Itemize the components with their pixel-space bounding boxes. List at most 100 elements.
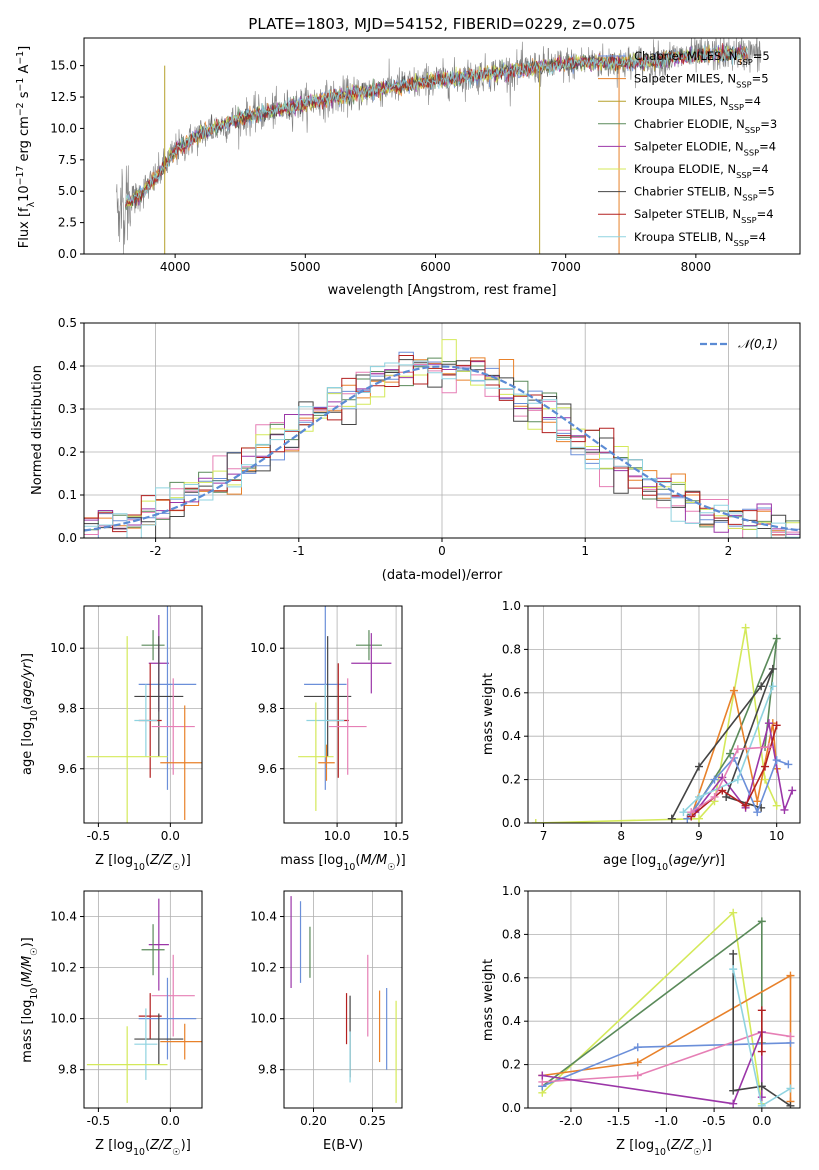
legend-entry: Chabrier MILES, NSSP=5: [634, 49, 770, 67]
label-part: =5: [753, 49, 770, 63]
axes-frame: [527, 605, 801, 824]
weight-series: [694, 722, 793, 813]
weight-marker: [757, 682, 766, 691]
label-part: Z [log: [95, 853, 133, 868]
weight-marker: [679, 808, 688, 817]
legend-entry: Chabrier STELIB, NSSP=5: [634, 185, 775, 203]
weight-marker: [729, 686, 738, 695]
y-tick-label: 0.8: [502, 927, 521, 941]
label-part: Salpeter MILES, N: [634, 72, 736, 86]
data-spectrum: [116, 38, 762, 254]
label-part: SSP: [737, 57, 752, 67]
weight-marker: [753, 797, 762, 806]
y-tick-label: 10.2: [250, 961, 277, 975]
label-part: −1: [15, 78, 26, 92]
y-axis-label: age [log10(age/yr)]: [20, 653, 40, 775]
weight-marker: [764, 719, 773, 728]
x-axis-label: age [log10(age/yr)]: [603, 853, 725, 873]
weight-marker: [633, 1043, 642, 1052]
legend-entry: Salpeter STELIB, NSSP=4: [634, 207, 774, 225]
y-tick-label: 0.6: [502, 971, 521, 985]
weight-series: [686, 756, 789, 820]
legend-entry: Kroupa MILES, NSSP=4: [634, 94, 761, 112]
label-part: ☉: [172, 1147, 180, 1158]
weight-marker: [633, 1071, 642, 1080]
y-tick-label: 0.0: [58, 531, 77, 545]
y-tick-label: 1.0: [502, 599, 521, 613]
histogram-series: [84, 339, 800, 538]
label-part: A: [17, 65, 32, 78]
y-axis-label: Flux [fλ10−17 erg cm−2 s−1 A−1]: [15, 46, 37, 248]
y-tick-label: 0.4: [502, 1014, 521, 1028]
y-tick-label: 0.3: [58, 402, 77, 416]
y-tick-label: 0.4: [58, 359, 77, 373]
weight-marker: [722, 792, 731, 801]
panel-mass-vs-ebv: 0.20 0.25 9.8 10.0 10.2 10.4 E(B-V): [250, 890, 403, 1153]
plot-area: [84, 339, 800, 538]
x-tick-label: 0.20: [300, 1114, 327, 1128]
label-part: =4: [759, 139, 776, 153]
label-part: =5: [758, 185, 775, 199]
y-tick-label: 12.5: [50, 90, 77, 104]
x-tick-label: 0.0: [161, 1114, 180, 1128]
axes-frame: [83, 890, 203, 1109]
y-axis-label: mass weight: [481, 673, 496, 755]
axes-frame: [283, 605, 403, 824]
plot-area: [86, 606, 202, 823]
x-tick-label: 8000: [681, 260, 712, 274]
weight-marker: [757, 1006, 766, 1015]
y-tick-label: 2.5: [58, 216, 77, 230]
label-part: Chabrier STELIB, N: [634, 185, 742, 199]
label-part: M/M: [360, 853, 387, 868]
label-part: )]: [396, 853, 406, 868]
axes-frame: [83, 322, 801, 539]
label-part: −17: [15, 166, 26, 186]
y-tick-label: 9.8: [258, 1063, 277, 1077]
x-tick-label: 10.5: [383, 829, 410, 843]
label-part: age/yr: [673, 853, 716, 868]
weight-marker: [784, 760, 793, 769]
x-tick-label: -0.5: [87, 829, 110, 843]
y-tick-label: 10.4: [250, 910, 277, 924]
label-part: )]: [20, 653, 35, 663]
weight-marker: [757, 917, 766, 926]
label-part: 10: [29, 710, 40, 722]
y-tick-label: 10.0: [50, 121, 77, 135]
x-tick-label: 6000: [420, 260, 451, 274]
y-tick-label: 10.2: [50, 961, 77, 975]
weight-series: [690, 638, 778, 815]
weight-marker: [786, 1032, 795, 1041]
label-part: ]: [17, 46, 32, 51]
label-part: SSP: [729, 102, 744, 112]
y-tick-label: 9.8: [58, 701, 77, 715]
legend-entry: Chabrier ELODIE, NSSP=3: [634, 117, 777, 135]
label-part: 10: [656, 862, 668, 873]
label-part: 10: [133, 1147, 145, 1158]
weight-marker: [761, 762, 770, 771]
label-part: SSP: [742, 193, 757, 203]
label-part: )]: [181, 853, 191, 868]
y-tick-label: 10.0: [50, 1012, 77, 1026]
normal-curve: [84, 365, 800, 532]
axes-frame: [283, 890, 403, 1109]
label-part: =3: [760, 117, 777, 131]
plot-area: [290, 896, 397, 1103]
y-axis-label: mass weight: [481, 959, 496, 1041]
x-tick-label: 0.0: [161, 829, 180, 843]
x-tick-label: 0.0: [752, 1114, 771, 1128]
label-part: Flux [f: [17, 207, 32, 248]
label-part: (: [145, 1138, 150, 1153]
x-tick-label: -0.5: [87, 1114, 110, 1128]
y-tick-label: 10.0: [50, 641, 77, 655]
label-part: erg cm: [17, 116, 32, 165]
y-tick-label: 0.2: [58, 445, 77, 459]
y-axis-label: mass [log10(M/M☉)]: [20, 937, 40, 1063]
x-axis-label: Z [log10(Z/Z☉)]: [95, 853, 191, 873]
legend-entry: Salpeter ELODIE, NSSP=4: [634, 139, 776, 157]
weight-marker: [710, 792, 719, 801]
plot-area: [538, 908, 795, 1108]
model-spectrum: [125, 43, 748, 207]
weight-series: [732, 953, 791, 1107]
